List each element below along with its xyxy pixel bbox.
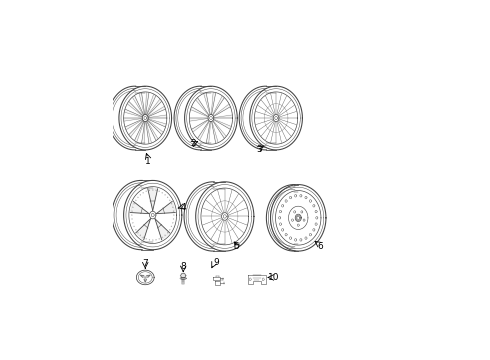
Text: 1: 1 [145,157,151,166]
Text: 10: 10 [269,273,280,282]
Polygon shape [204,93,210,115]
Text: 8: 8 [180,262,186,271]
Polygon shape [156,201,175,213]
Polygon shape [206,121,211,144]
Polygon shape [136,219,150,240]
Polygon shape [214,115,232,118]
Polygon shape [191,107,208,117]
Polygon shape [148,189,158,211]
Text: 6: 6 [317,242,323,251]
Polygon shape [180,274,186,278]
Polygon shape [148,107,165,117]
Polygon shape [129,120,143,137]
Polygon shape [127,102,143,116]
Polygon shape [139,93,145,115]
Polygon shape [145,275,150,278]
Polygon shape [148,115,167,118]
Polygon shape [148,119,166,127]
Text: 5: 5 [233,242,239,251]
Polygon shape [146,121,151,143]
Text: 7: 7 [143,259,148,268]
Polygon shape [142,121,145,144]
Polygon shape [130,201,149,213]
Polygon shape [196,98,209,116]
Polygon shape [212,121,218,143]
Polygon shape [190,118,208,121]
Polygon shape [135,121,144,141]
Polygon shape [124,118,143,121]
Polygon shape [124,109,143,117]
Polygon shape [146,93,149,114]
Polygon shape [147,94,156,115]
Polygon shape [125,119,143,130]
Polygon shape [214,119,231,129]
Polygon shape [213,96,224,115]
Polygon shape [211,93,216,114]
Polygon shape [213,121,226,138]
Polygon shape [132,96,144,115]
Text: 3: 3 [256,145,262,154]
Text: 9: 9 [214,258,220,267]
Polygon shape [147,121,158,140]
Polygon shape [198,121,209,140]
Polygon shape [213,104,230,117]
Polygon shape [155,219,170,240]
Polygon shape [147,99,161,116]
Text: 4: 4 [180,203,186,212]
Polygon shape [140,275,145,278]
Polygon shape [192,120,208,132]
Polygon shape [144,278,147,282]
Text: 2: 2 [190,139,196,148]
Polygon shape [147,120,163,135]
